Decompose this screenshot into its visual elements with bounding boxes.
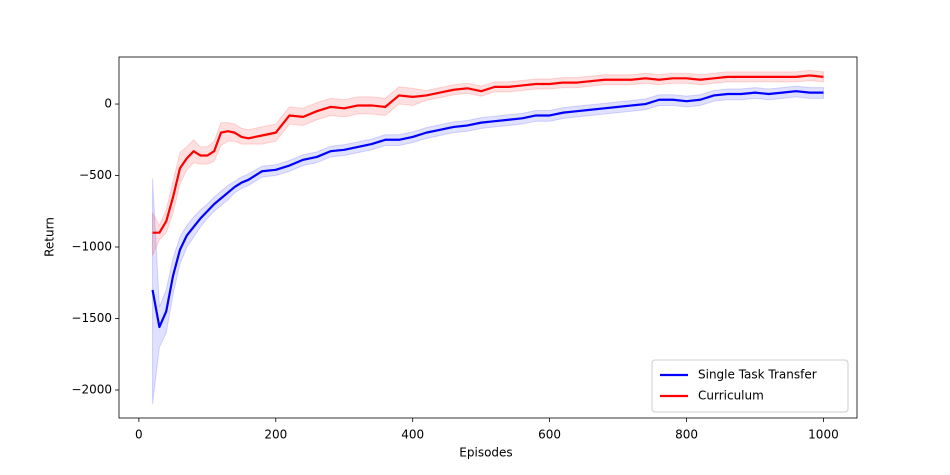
legend-label: Curriculum [698,389,764,403]
x-tick-label: 200 [264,428,287,442]
plot-frame [118,56,858,419]
x-tick-label: 600 [538,428,561,442]
x-tick-label: 400 [401,428,424,442]
x-tick-label: 800 [675,428,698,442]
series-line [152,74,824,234]
confidence-band [152,69,824,256]
legend-frame [651,359,849,413]
legend-label: Single Task Transfer [698,368,817,382]
series-line [151,90,824,329]
y-tick-label: −1000 [71,240,112,254]
x-tick-label: 1000 [808,428,839,442]
y-tick-label: −1500 [71,311,112,325]
confidence-band [152,85,824,405]
y-axis-label: Return [43,217,57,257]
x-axis-label: Episodes [459,446,512,460]
y-tick-label: −500 [79,168,112,182]
y-tick-label: −2000 [71,382,112,396]
x-tick-label: 0 [135,428,143,442]
y-tick-label: 0 [104,97,112,111]
